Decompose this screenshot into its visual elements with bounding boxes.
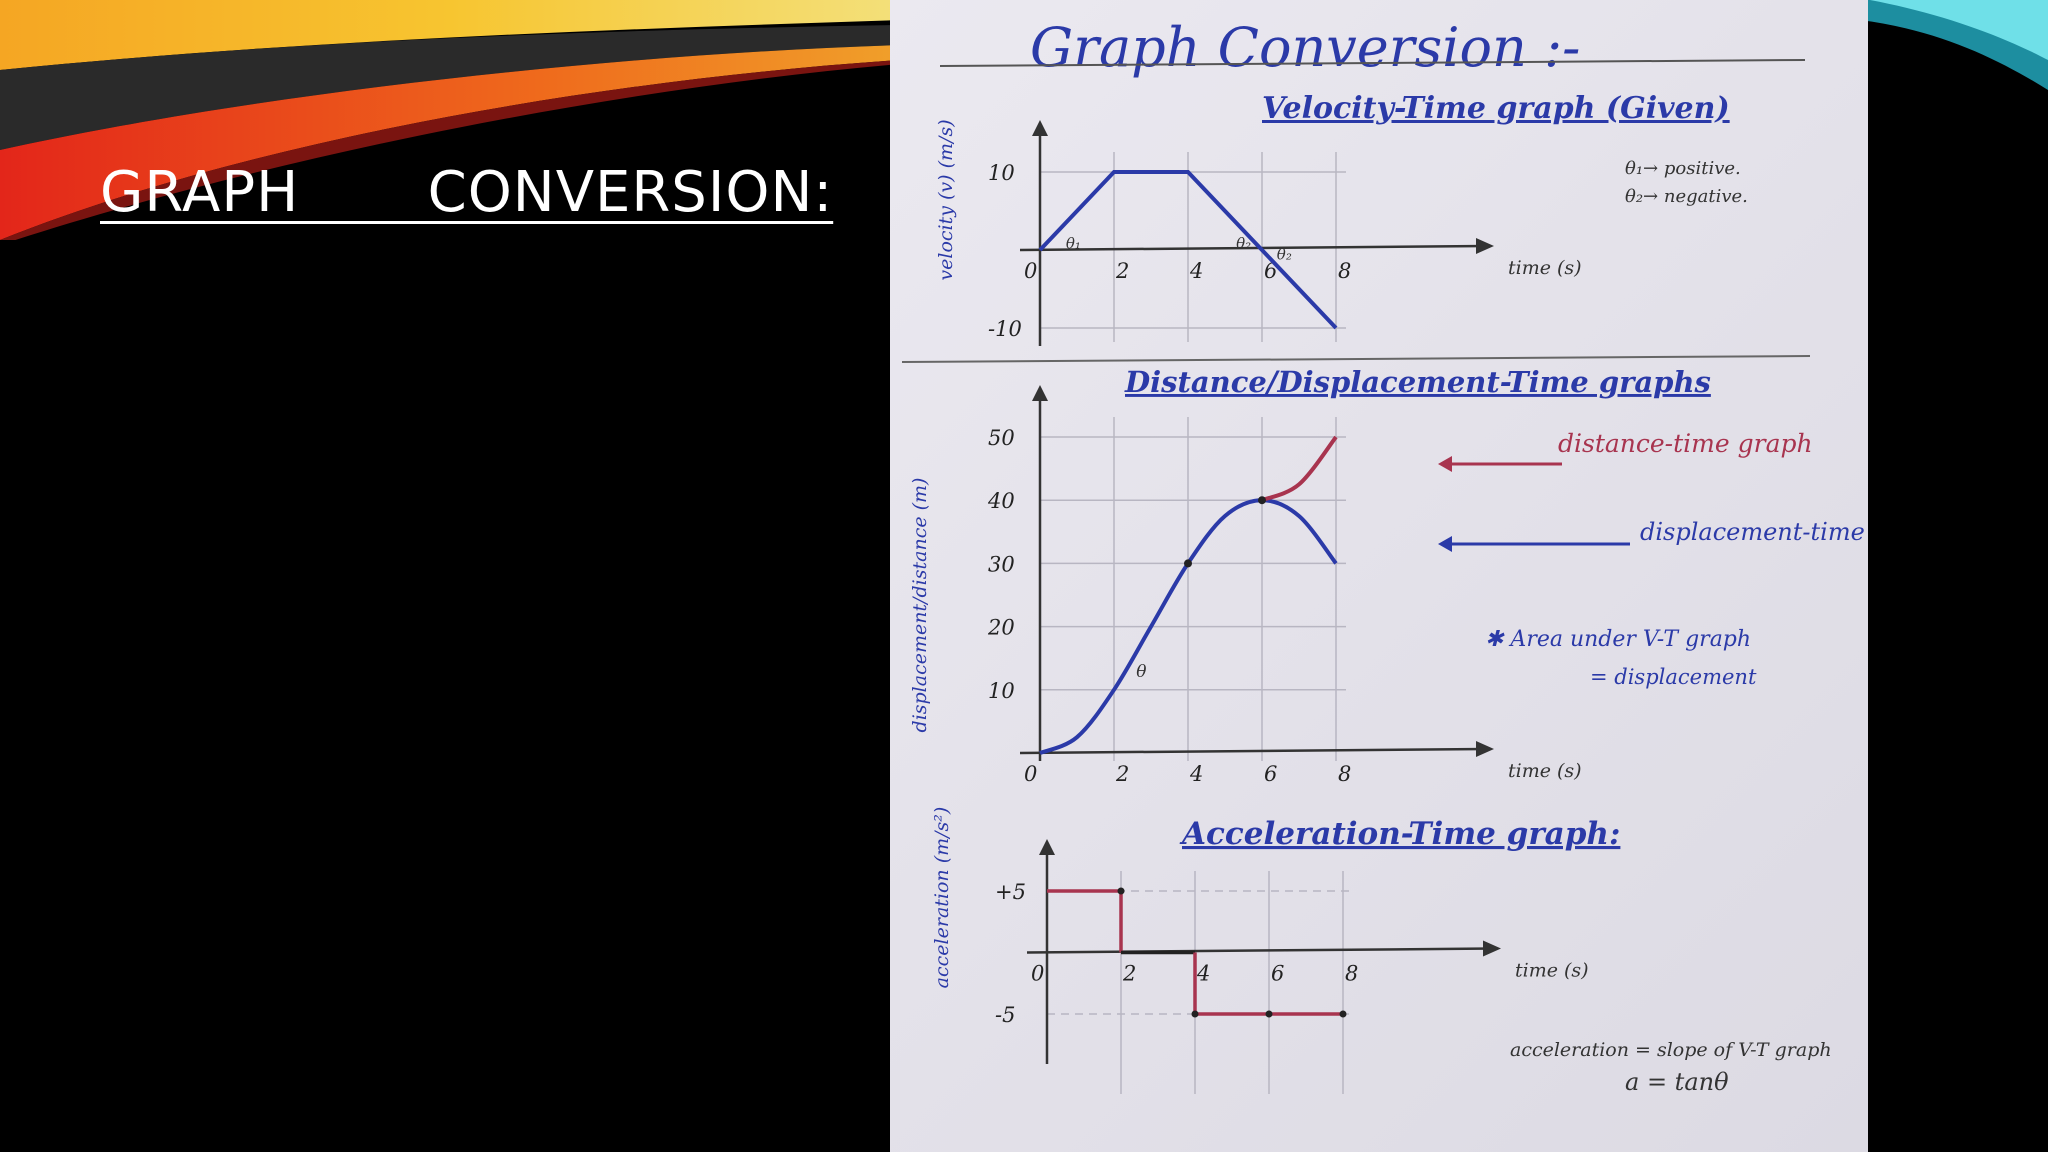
y-axis-arrow: [1032, 120, 1048, 136]
section-divider-1: [901, 355, 1811, 363]
y-tick-label: 40: [987, 489, 1015, 513]
angle-label-theta2: θ₂: [1236, 234, 1251, 252]
notebook-page: Graph Conversion :- 0 2 4 6 8 10 -10 velocity (…: [890, 0, 1868, 1152]
angle-label-theta1: θ₁: [1066, 234, 1081, 252]
x-tick-label: 0: [1024, 259, 1037, 283]
y-tick-label: 50: [988, 426, 1015, 450]
x-axis-label: time (s): [1508, 257, 1582, 279]
graph-sheet: Graph Conversion :- 0 2 4 6 8 10 -10 velocity (…: [901, 16, 1868, 1096]
curve-point: [1184, 559, 1192, 568]
y-tick-label: 10: [988, 679, 1015, 703]
x-tick-label: 0: [1031, 962, 1044, 986]
acceleration-time-chart: 0 2 4 6 8 +5 -5 acceleration (m/s²) time (s): [931, 807, 1589, 1094]
x-axis-arrow: [1483, 940, 1501, 957]
x-axis-arrow: [1476, 741, 1494, 757]
note-area: ✱ Area under V-T graph: [1485, 627, 1751, 652]
note-accel-2: a = tanθ: [1625, 1068, 1729, 1096]
note-accel: acceleration = slope of V-T graph: [1510, 1039, 1832, 1061]
velocity-line: [1038, 170, 1338, 330]
y-tick-label: -10: [988, 317, 1022, 341]
step-point: [1117, 887, 1125, 895]
x-tick-label: 6: [1264, 762, 1277, 786]
distance-arrowhead: [1438, 456, 1452, 472]
x-tick-label: 8: [1338, 762, 1351, 786]
y-tick-label: 30: [988, 552, 1015, 576]
slide-decoration-teal: [1860, 0, 2048, 90]
x-tick-label: 0: [1024, 762, 1037, 786]
slide-decoration-banner: [0, 0, 900, 240]
y-axis-label: acceleration (m/s²): [931, 807, 953, 989]
x-tick-label: 4: [1196, 962, 1210, 986]
x-tick-label: 8: [1345, 962, 1358, 986]
x-tick-label: 4: [1189, 762, 1203, 786]
x-axis: [1019, 747, 1487, 755]
curve-point: [1258, 496, 1266, 505]
y-tick-label: +5: [995, 880, 1026, 904]
x-axis-label: time (s): [1508, 760, 1582, 782]
displacement-series-label: displacement-time graph: [1640, 518, 1868, 546]
step-point: [1339, 1010, 1347, 1018]
distance-displacement-time-chart: 0 2 4 6 8 10 20 30 40 50 displacement/distance (m)…: [909, 385, 1582, 786]
step-point: [1265, 1010, 1273, 1018]
heading-rule: [939, 59, 1806, 67]
angle-label-theta: θ: [1136, 662, 1146, 682]
paper-heading: Graph Conversion :-: [1030, 16, 1580, 79]
x-tick-label: 2: [1122, 962, 1136, 986]
x-tick-label: 2: [1115, 259, 1129, 283]
note-area-2: = displacement: [1590, 665, 1757, 689]
y-tick-label: 20: [987, 616, 1015, 640]
x-tick-label: 4: [1189, 259, 1203, 283]
y-tick-label: -5: [995, 1003, 1015, 1027]
displacement-arrowhead: [1438, 536, 1452, 552]
x-axis: [1019, 244, 1487, 252]
x-tick-label: 6: [1271, 962, 1284, 986]
step-point: [1191, 1010, 1199, 1018]
note-theta1: θ₁→ positive.: [1625, 158, 1741, 179]
y-tick-label: 10: [988, 161, 1015, 185]
y-axis-label: displacement/distance (m): [909, 478, 931, 733]
x-axis-arrow: [1476, 238, 1494, 254]
y-axis-arrow: [1032, 385, 1048, 401]
x-tick-label: 2: [1115, 762, 1129, 786]
y-axis-arrow: [1039, 839, 1055, 855]
angle-label-theta2-b: θ₂: [1277, 245, 1292, 263]
x-axis: [1026, 947, 1494, 954]
y-axis-label: velocity (v) (m/s): [935, 119, 957, 280]
x-tick-label: 8: [1338, 259, 1351, 283]
acceleration-chart-title: Acceleration-Time graph:: [1179, 816, 1620, 852]
distance-curve: [1261, 435, 1338, 503]
distance-series-label: distance-time graph: [1558, 429, 1813, 458]
note-theta2: θ₂→ negative.: [1625, 186, 1748, 207]
velocity-chart-title: Velocity-Time graph (Given): [1262, 91, 1730, 126]
slide-title: GRAPH CONVERSION:: [100, 160, 834, 225]
distance-chart-title: Distance/Displacement-Time graphs: [1124, 365, 1711, 399]
x-axis-label: time (s): [1515, 960, 1589, 982]
acceleration-positive-segment: [1047, 889, 1123, 953]
